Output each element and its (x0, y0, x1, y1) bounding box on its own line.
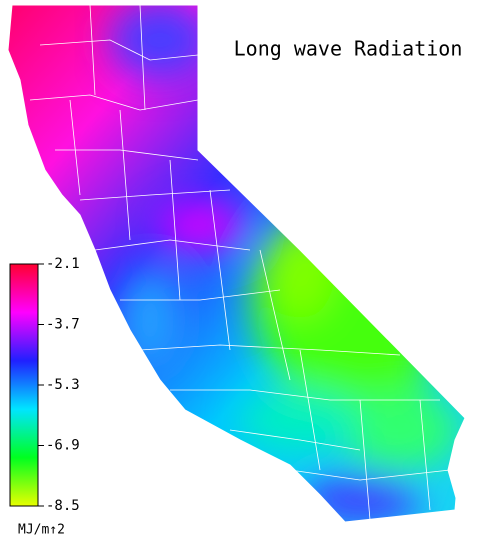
colorbar-tick-label: -3.7 (46, 317, 80, 333)
colorbar-tick-label: -8.5 (46, 498, 80, 514)
colorbar-tick-label: -2.1 (46, 256, 80, 272)
colorbar-unit: MJ/m↑2 (18, 523, 65, 538)
colorbar-scale (9, 263, 39, 507)
map-title: Long wave Radiation (234, 37, 463, 61)
state-outline (7, 4, 466, 523)
colorbar-tick-label: -5.3 (46, 377, 80, 393)
colorbar: -2.1 -3.7 -5.3 -6.9 -8.5 MJ/m↑2 (9, 256, 80, 538)
colorbar-tick-label: -6.9 (46, 438, 80, 454)
